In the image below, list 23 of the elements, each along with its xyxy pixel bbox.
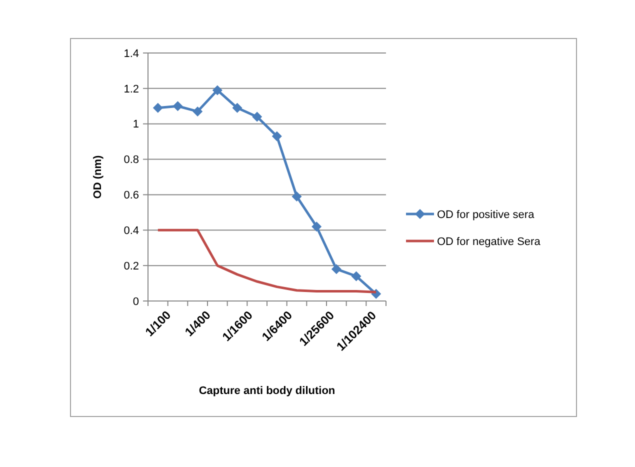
point (292, 191, 302, 202)
point (172, 101, 183, 112)
y-tick-label: 1.4 (124, 48, 139, 60)
point (351, 271, 362, 282)
x-axis-title: Capture anti body dilution (198, 385, 336, 397)
y-tick-label: 0 (132, 296, 139, 308)
point (272, 131, 282, 142)
y-axis-title: OD (nm) (92, 154, 104, 199)
y-tick-label: 1 (132, 118, 139, 131)
y-tick-label: 0.2 (124, 260, 139, 272)
y-tick-label: 1.2 (124, 83, 139, 96)
point (252, 112, 262, 122)
legend-label: OD for negative Sera (437, 236, 542, 248)
y-tick-label: 0.6 (124, 190, 139, 202)
point (232, 102, 242, 113)
point (312, 222, 322, 232)
legend-label: OD for positive sera (437, 208, 536, 221)
point (331, 264, 342, 274)
y-tick-label: 0.8 (124, 154, 139, 166)
point (152, 102, 163, 113)
point (192, 106, 203, 116)
point (212, 85, 222, 96)
y-tick-label: 0.4 (124, 224, 139, 237)
